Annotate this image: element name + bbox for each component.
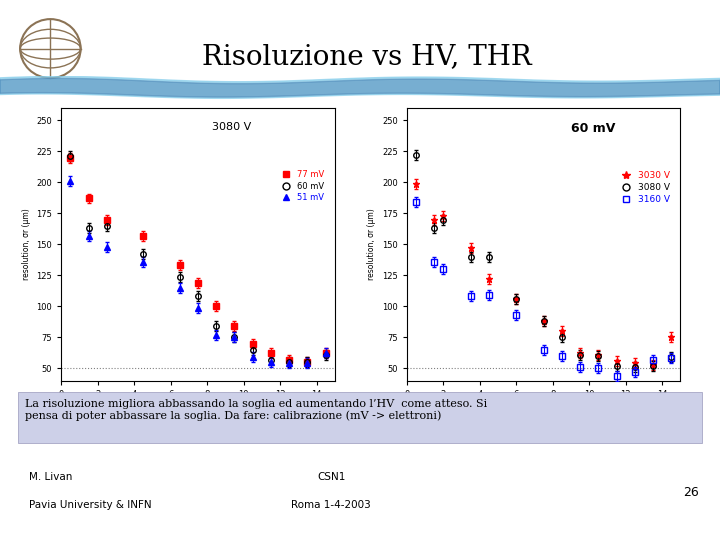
Text: 26: 26 (683, 486, 698, 499)
Text: Pavia University & INFN: Pavia University & INFN (29, 500, 151, 510)
Text: 3080 V: 3080 V (212, 122, 251, 132)
Text: Roma 1-4-2003: Roma 1-4-2003 (292, 500, 371, 510)
Y-axis label: resolution, σr (μm): resolution, σr (μm) (367, 208, 377, 280)
X-axis label: r(mm): r(mm) (184, 404, 212, 413)
Legend: 77 mV, 60 mV, 51 mV: 77 mV, 60 mV, 51 mV (275, 167, 328, 205)
Text: 60 mV: 60 mV (571, 122, 616, 134)
Text: M. Livan: M. Livan (29, 472, 72, 483)
Text: CSN1: CSN1 (317, 472, 346, 483)
X-axis label: r(mm): r(mm) (529, 404, 558, 413)
Y-axis label: resolution, σr (μm): resolution, σr (μm) (22, 208, 31, 280)
Text: Risoluzione vs HV, THR: Risoluzione vs HV, THR (202, 43, 531, 70)
Text: La risoluzione migliora abbassando la soglia ed aumentando l’HV  come atteso. Si: La risoluzione migliora abbassando la so… (24, 399, 487, 422)
FancyBboxPatch shape (18, 392, 702, 443)
Legend: 3030 V, 3080 V, 3160 V: 3030 V, 3080 V, 3160 V (613, 167, 673, 207)
